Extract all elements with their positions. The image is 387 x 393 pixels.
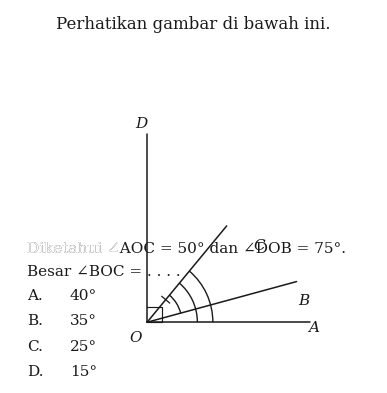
Text: D.: D.: [27, 365, 44, 380]
Text: O: O: [129, 331, 142, 345]
Text: C.: C.: [27, 340, 43, 354]
Text: 40°: 40°: [70, 289, 97, 303]
Text: A.: A.: [27, 289, 43, 303]
Text: Perhatikan gambar di bawah ini.: Perhatikan gambar di bawah ini.: [56, 16, 331, 33]
Text: Diketahui ∠AOC = 50° dan ∠DOB = 75°.: Diketahui ∠AOC = 50° dan ∠DOB = 75°.: [27, 242, 346, 256]
Text: Besar ∠BOC = . . . .: Besar ∠BOC = . . . .: [27, 265, 181, 279]
Text: 35°: 35°: [70, 314, 97, 329]
Text: Diketahui ∠: Diketahui ∠: [27, 242, 120, 256]
Text: A: A: [308, 321, 319, 335]
Text: B.: B.: [27, 314, 43, 329]
Text: 15°: 15°: [70, 365, 97, 380]
Text: 25°: 25°: [70, 340, 97, 354]
Text: B: B: [298, 294, 310, 308]
Text: D: D: [135, 117, 147, 131]
Text: C: C: [253, 239, 265, 253]
